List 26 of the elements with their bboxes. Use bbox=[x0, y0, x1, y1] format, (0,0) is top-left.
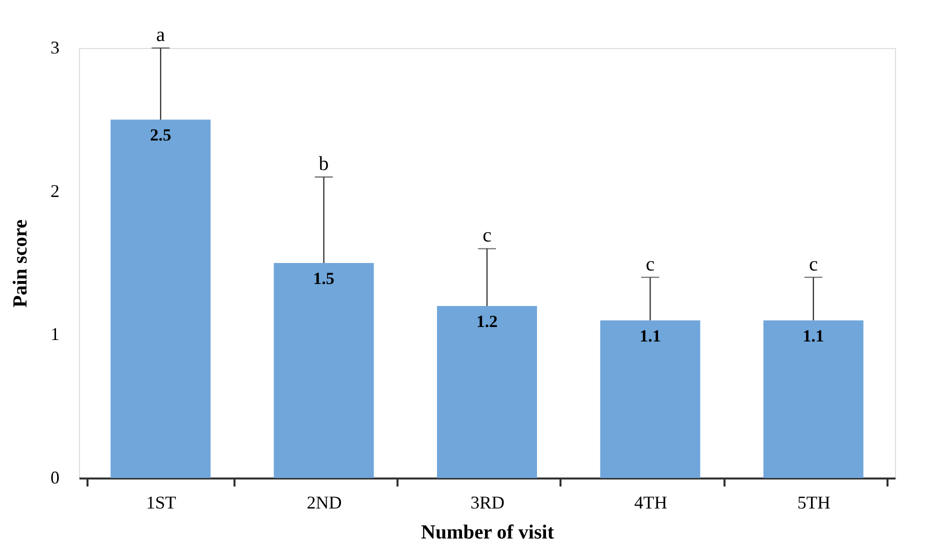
data-label: 1.1 bbox=[802, 326, 824, 346]
data-label: 2.5 bbox=[150, 126, 172, 145]
data-label: 1.2 bbox=[476, 312, 498, 331]
annotation: c bbox=[482, 224, 492, 247]
x-tick-label: 5TH bbox=[797, 492, 830, 512]
bar bbox=[600, 320, 700, 478]
x-tick-label: 2ND bbox=[306, 492, 342, 512]
bar bbox=[110, 120, 211, 478]
data-label: 1.1 bbox=[640, 326, 661, 346]
y-axis-title: Pain score bbox=[10, 219, 32, 308]
y-tick-label: 3 bbox=[50, 38, 60, 58]
bar bbox=[763, 320, 864, 478]
annotation: c bbox=[646, 253, 655, 276]
y-tick-label: 2 bbox=[50, 180, 60, 201]
annotation: c bbox=[808, 253, 818, 276]
annotation: a bbox=[156, 24, 166, 46]
bar bbox=[274, 263, 374, 478]
y-tick-label: 0 bbox=[50, 468, 60, 488]
data-label: 1.5 bbox=[313, 269, 334, 288]
bar bbox=[437, 306, 537, 478]
annotation: b bbox=[318, 153, 329, 175]
x-tick-label: 4TH bbox=[634, 492, 668, 512]
x-tick-label: 3RD bbox=[470, 492, 505, 512]
y-tick-label: 1 bbox=[50, 324, 60, 344]
x-tick-label: 1ST bbox=[146, 492, 176, 512]
x-axis-title: Number of visit bbox=[421, 522, 554, 544]
